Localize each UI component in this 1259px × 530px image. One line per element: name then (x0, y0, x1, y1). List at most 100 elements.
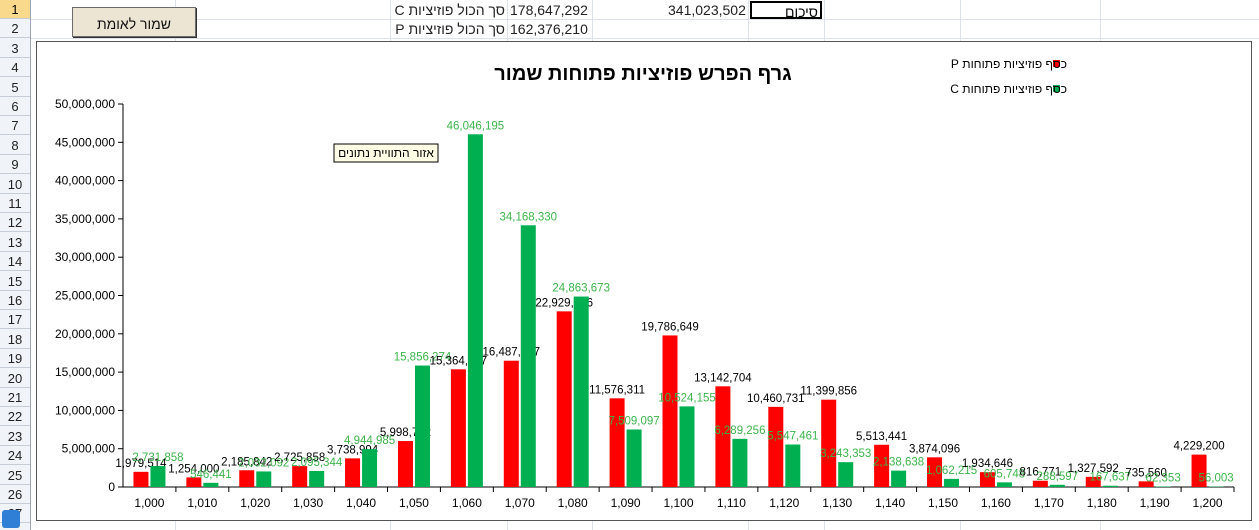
data-label-c: 24,863,673 (552, 283, 610, 295)
x-tick-label: 1,140 (875, 496, 905, 510)
y-tick-label: 35,000,000 (55, 212, 115, 226)
row-number[interactable]: 24 (0, 446, 30, 466)
legend-swatch (1053, 60, 1060, 67)
row-number[interactable]: 13 (0, 233, 30, 252)
data-label-c: 7,509,097 (609, 415, 660, 427)
data-label-c: 46,046,195 (447, 120, 505, 132)
row-number[interactable]: 10 (0, 175, 30, 194)
row-number[interactable]: 21 (0, 388, 30, 407)
data-label-c: 56,003 (1198, 473, 1233, 485)
c-total-label[interactable]: סך הכול פוזיציות C (394, 2, 505, 18)
x-tick-label: 1,060 (452, 496, 482, 510)
x-tick-label: 1,050 (399, 496, 429, 510)
app-icon[interactable] (2, 510, 20, 528)
x-tick-label: 1,130 (822, 496, 852, 510)
bar-p (503, 360, 519, 487)
data-label-c: 2,032,092 (238, 457, 289, 469)
row-number[interactable]: 25 (0, 466, 30, 485)
x-tick-label: 1,080 (558, 496, 588, 510)
data-label-c: 5,547,461 (767, 431, 818, 443)
x-tick-label: 1,020 (240, 496, 270, 510)
y-tick-label: 30,000,000 (55, 250, 115, 264)
data-label-p: 13,142,704 (694, 372, 752, 384)
row-number[interactable]: 19 (0, 349, 30, 369)
bar-p (345, 458, 361, 487)
row-number[interactable]: 3 (0, 39, 30, 58)
bar-p (662, 335, 678, 487)
row-number[interactable]: 22 (0, 407, 30, 427)
data-label-c: 605,748 (984, 468, 1026, 480)
row-number[interactable]: 9 (0, 155, 30, 175)
bar-c (785, 444, 801, 487)
sum-value[interactable]: 341,023,502 (668, 2, 746, 18)
p-total-label[interactable]: סך הכול פוזיציות P (395, 21, 505, 37)
row-number[interactable]: 4 (0, 58, 30, 78)
bar-p (186, 477, 202, 487)
sum-label-cell[interactable]: סיכום (750, 1, 822, 20)
bar-p (768, 406, 784, 487)
data-label-p: 4,229,200 (1173, 441, 1224, 453)
row-number[interactable]: 17 (0, 310, 30, 330)
data-label-p: 19,786,649 (641, 321, 699, 333)
row-number[interactable]: 2 (0, 19, 30, 39)
bar-p (397, 441, 413, 487)
bar-chart[interactable]: גרף הפרש פוזיציות פתוחות שמור 0 5,000,000 1… (37, 42, 1251, 520)
bar-c (891, 470, 907, 487)
x-tick-label: 1,120 (769, 496, 799, 510)
legend-swatch (1053, 85, 1060, 92)
data-label-c: 6,289,256 (714, 425, 765, 437)
data-label-p: 2,185,842 (221, 456, 272, 468)
data-label-c: 546,441 (190, 469, 232, 481)
x-tick-label: 1,100 (663, 496, 693, 510)
bar-p (715, 386, 731, 487)
bar-c (309, 470, 325, 487)
row-number[interactable]: 8 (0, 136, 30, 155)
bar-c (256, 471, 272, 487)
y-tick-label: 40,000,000 (55, 174, 115, 188)
tooltip-box (333, 143, 439, 163)
data-label-c: 10,524,155 (658, 392, 716, 404)
bar-p (609, 398, 625, 487)
row-number[interactable]: 5 (0, 78, 30, 97)
row-number[interactable]: 26 (0, 485, 30, 504)
data-label-c: 2,138,638 (873, 457, 924, 469)
x-tick-label: 1,070 (505, 496, 535, 510)
x-tick-label: 1,040 (346, 496, 376, 510)
chart-title: גרף הפרש פוזיציות פתוחות שמור (494, 63, 792, 85)
save-now-button[interactable]: שמור לאומת עכשיו (72, 7, 196, 62)
row-number[interactable]: 18 (0, 330, 30, 349)
row-number[interactable]: 16 (0, 291, 30, 310)
x-tick-label: 1,190 (1140, 496, 1170, 510)
y-tick-label: 0 (108, 480, 115, 494)
bar-p (1085, 476, 1101, 487)
y-tick-label: 5,000,000 (62, 442, 116, 456)
bar-c (467, 134, 483, 488)
row-number[interactable]: 14 (0, 252, 30, 272)
row-number[interactable]: 1 (0, 0, 30, 19)
row-number[interactable]: 23 (0, 427, 30, 446)
chart-area[interactable]: גרף הפרש פוזיציות פתוחות שמור 0 5,000,000 1… (36, 41, 1252, 521)
bar-c (1049, 484, 1065, 487)
x-tick-label: 1,170 (1034, 496, 1064, 510)
data-label-c: 15,856,274 (394, 352, 452, 364)
bar-p (450, 369, 466, 487)
data-label-c: 2,095,344 (291, 457, 343, 469)
row-number[interactable]: 20 (0, 369, 30, 388)
row-number[interactable]: 6 (0, 97, 30, 116)
p-total-value[interactable]: 162,376,210 (510, 21, 588, 37)
data-label-c: 4,944,985 (344, 435, 395, 447)
data-label-p: 1,254,000 (168, 463, 219, 475)
x-tick-label: 1,030 (293, 496, 323, 510)
c-total-value[interactable]: 178,647,292 (510, 2, 588, 18)
x-tick-label: 1,150 (928, 496, 958, 510)
row-number[interactable]: 12 (0, 213, 30, 233)
bar-p (821, 399, 837, 487)
bar-c (679, 406, 695, 487)
bar-c (732, 438, 748, 487)
row-number[interactable]: 11 (0, 194, 30, 213)
row-number[interactable]: 7 (0, 116, 30, 136)
data-label-c: 1,062,215 (926, 465, 977, 477)
row-number[interactable]: 15 (0, 272, 30, 291)
bar-c (150, 466, 166, 487)
bar-p (292, 466, 308, 487)
